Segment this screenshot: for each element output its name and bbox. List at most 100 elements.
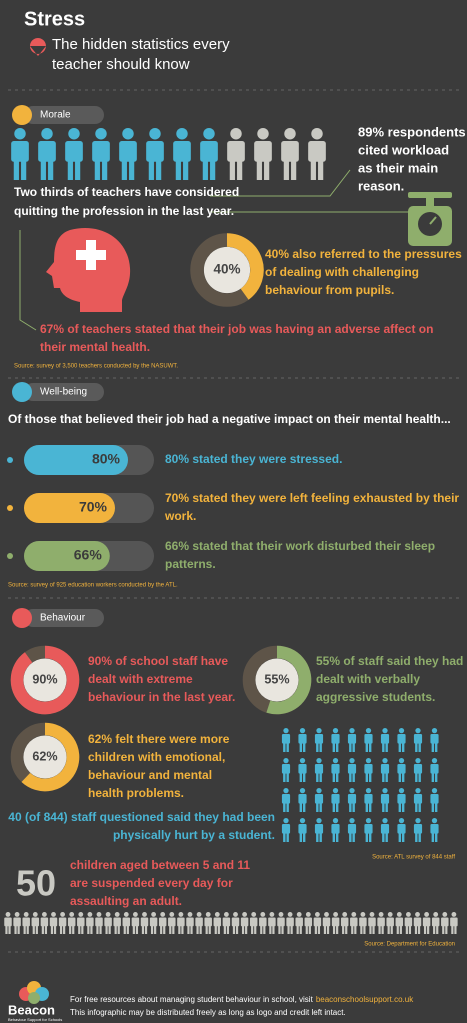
person-leg	[332, 802, 336, 812]
person-head	[415, 788, 421, 794]
person-body	[413, 824, 423, 834]
person-leg	[305, 925, 308, 934]
person-leg	[319, 742, 322, 752]
person-head	[14, 128, 26, 140]
person-leg	[156, 159, 162, 180]
person-body	[431, 917, 440, 927]
donut-hole	[203, 246, 251, 294]
person-head	[151, 912, 157, 917]
person-leg	[405, 925, 408, 934]
person-leg	[332, 742, 336, 752]
person-head	[296, 912, 302, 917]
person-leg	[382, 832, 385, 842]
person-body	[380, 764, 390, 774]
person-leg	[319, 802, 322, 812]
person-leg	[190, 925, 193, 934]
person-head	[223, 912, 229, 917]
person-head	[332, 818, 339, 824]
person-leg	[302, 802, 306, 812]
connector	[19, 230, 37, 331]
person-head	[278, 912, 284, 917]
person-leg	[316, 742, 319, 752]
person-leg	[316, 832, 319, 842]
person-body	[113, 917, 121, 927]
person-leg	[423, 925, 427, 934]
person-leg	[368, 802, 372, 812]
person-leg	[454, 925, 457, 934]
person-leg	[349, 832, 352, 842]
section-dot	[12, 382, 32, 402]
person-body	[364, 824, 373, 834]
person-head	[87, 912, 93, 917]
person-body	[286, 917, 294, 927]
person-icon	[204, 912, 212, 934]
person-body	[173, 141, 191, 162]
person-body	[397, 764, 406, 774]
person-head	[382, 818, 388, 824]
person-leg	[431, 832, 435, 842]
person-body	[177, 917, 185, 927]
person-icon	[413, 758, 423, 782]
person-head	[41, 128, 53, 140]
person-icon	[364, 728, 373, 752]
person-leg	[235, 925, 239, 934]
footer-link[interactable]: beaconschoolsupport.co.uk	[316, 995, 414, 1004]
person-body	[364, 794, 373, 804]
person-head	[424, 912, 430, 917]
person-leg	[229, 159, 235, 180]
person-body	[413, 764, 423, 774]
text-line: are suspended every day for	[70, 876, 233, 890]
person-icon	[377, 912, 385, 934]
person-head	[187, 912, 193, 917]
donut-hole	[23, 735, 67, 779]
person-leg	[178, 925, 181, 934]
person-icon	[331, 912, 340, 934]
person-leg	[290, 925, 293, 934]
person-leg	[299, 832, 303, 842]
person-leg	[390, 925, 393, 934]
person-body	[380, 794, 390, 804]
person-icon	[295, 912, 303, 934]
person-icon	[331, 788, 340, 812]
person-body	[430, 764, 439, 774]
person-head	[178, 912, 184, 917]
person-body	[314, 734, 324, 744]
person-leg	[302, 772, 306, 782]
text-line: 80% stated they were stressed.	[165, 452, 342, 466]
person-icon	[13, 912, 21, 934]
person-icon	[177, 912, 185, 934]
person-leg	[75, 159, 81, 180]
person-leg	[401, 742, 405, 752]
connectors	[19, 169, 410, 331]
text-line: 70% stated they were left feeling exhaus…	[165, 491, 459, 505]
person-icon	[380, 758, 390, 782]
section-heading: Morale	[40, 110, 71, 121]
person-leg	[283, 832, 286, 842]
person-leg	[335, 802, 339, 812]
person-leg	[41, 925, 44, 934]
person-head	[114, 912, 120, 917]
person-leg	[232, 925, 236, 934]
person-icon	[281, 728, 291, 752]
donut-label: 40%	[213, 262, 240, 277]
text-line: dealt with extreme	[88, 672, 193, 686]
person-body	[227, 141, 245, 162]
pin-icon	[29, 38, 46, 56]
person-icon	[364, 758, 373, 782]
person-head	[342, 912, 348, 917]
donut-arc	[226, 233, 264, 300]
person-icon	[222, 912, 231, 934]
person-leg	[202, 159, 208, 180]
person-icon	[386, 912, 394, 934]
person-leg	[199, 925, 202, 934]
person-head	[284, 128, 296, 140]
person-head	[95, 128, 107, 140]
person-head	[349, 788, 355, 794]
person-head	[123, 912, 129, 917]
person-head	[105, 912, 111, 917]
section-dot	[12, 608, 32, 628]
intro: Of those that believed their job had a n…	[8, 412, 451, 426]
text-line: reason.	[358, 178, 404, 193]
person-head	[431, 728, 438, 734]
